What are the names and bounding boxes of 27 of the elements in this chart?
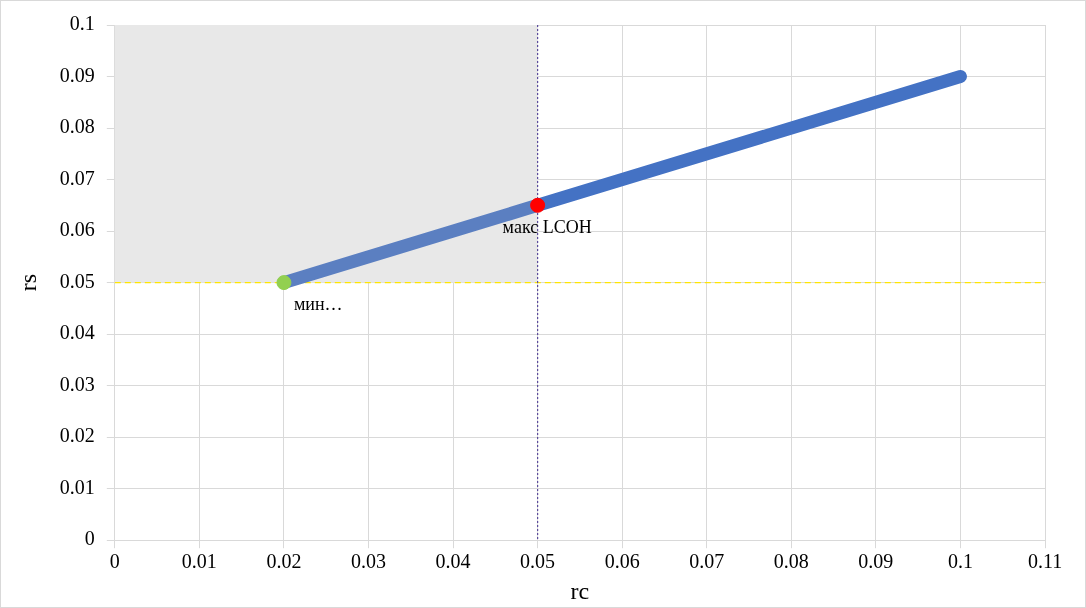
x-tick-label: 0.08 (773, 550, 809, 573)
x-tick-label: 0.05 (520, 550, 556, 573)
y-tick-label: 0 (84, 527, 95, 550)
x-tick-label: 0.1 (947, 550, 973, 573)
x-tick-label: 0.03 (350, 550, 386, 573)
y-tick-label: 0.02 (59, 424, 95, 447)
y-tick-label: 0.07 (59, 166, 95, 189)
x-tick-label: 0 (109, 550, 120, 573)
y-tick-label: 0.08 (59, 115, 95, 138)
x-axis-title: rc (570, 577, 590, 604)
x-tick-label: 0.06 (604, 550, 640, 573)
annotation: макс LCOH (502, 217, 592, 238)
x-tick-label: 0.04 (435, 550, 471, 573)
y-tick-label: 0.03 (59, 372, 95, 395)
x-tick-label: 0.01 (181, 550, 217, 573)
y-tick-label: 0.1 (69, 12, 95, 35)
y-tick-label: 0.01 (59, 475, 95, 498)
annotation: мин… (293, 294, 343, 315)
x-tick-label: 0.02 (266, 550, 302, 573)
x-tick-label: 0.11 (1027, 550, 1063, 573)
y-axis-title: rs (14, 273, 41, 292)
y-tick-label: 0.06 (59, 218, 95, 241)
y-tick-label: 0.09 (59, 63, 95, 86)
x-tick-label: 0.09 (858, 550, 894, 573)
y-tick-label: 0.05 (59, 269, 95, 292)
y-tick-label: 0.04 (59, 321, 95, 344)
x-tick-label: 0.07 (689, 550, 725, 573)
